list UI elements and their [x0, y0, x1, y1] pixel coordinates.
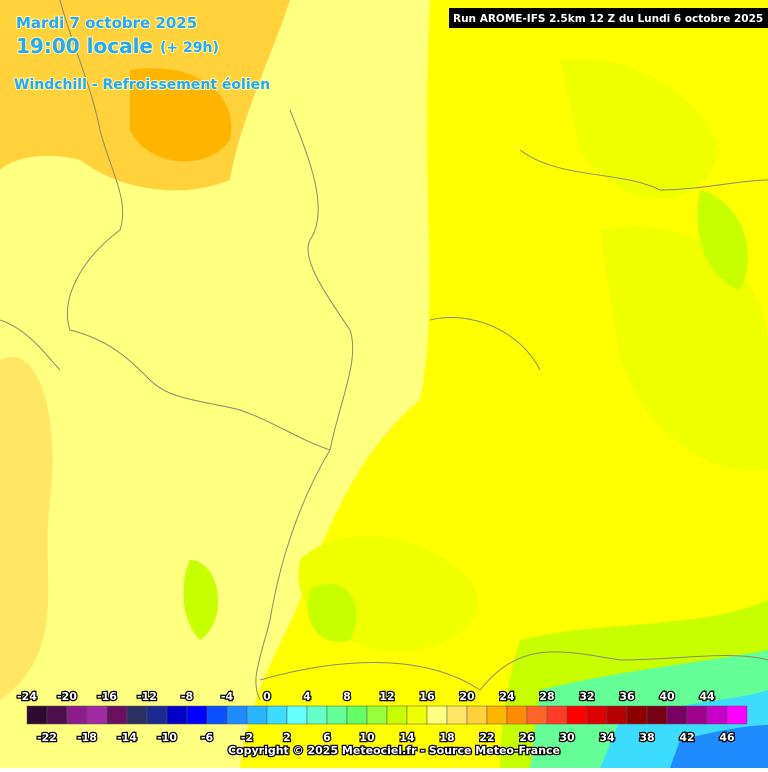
- scale-box: [386, 705, 408, 725]
- scale-label: 26: [519, 731, 535, 744]
- scale-label: 18: [439, 731, 454, 744]
- scale-box: [106, 705, 128, 725]
- scale-box: [546, 705, 568, 725]
- parameter: Windchill - Refroissement éolien: [14, 77, 270, 93]
- scale-label: -22: [37, 731, 57, 744]
- scale-label: -10: [157, 731, 177, 744]
- scale-label: 30: [559, 731, 575, 744]
- scale-label: -14: [117, 731, 137, 744]
- scale-label: -18: [77, 731, 97, 744]
- local-time: 19:00 locale: [16, 34, 153, 58]
- scale-label: -4: [221, 690, 234, 703]
- scale-label: -16: [97, 690, 117, 703]
- scale-label: -12: [137, 690, 157, 703]
- scale-label: -8: [181, 690, 193, 703]
- scale-box: [506, 705, 528, 725]
- scale-label: -2: [241, 731, 253, 744]
- scale-box: [526, 705, 548, 725]
- borders: [0, 0, 768, 701]
- scale-label: -6: [201, 731, 214, 744]
- scale-box: [446, 705, 468, 725]
- scale-label: 46: [719, 731, 735, 744]
- scale-box: [186, 705, 208, 725]
- scale-box: [466, 705, 488, 725]
- scale-box: [726, 705, 748, 725]
- scale-label: 22: [479, 731, 494, 744]
- scale-label: 4: [303, 690, 311, 703]
- scale-label: 16: [419, 690, 435, 703]
- copyright: Copyright © 2025 Meteociel.fr - Source M…: [228, 744, 560, 757]
- scale-box: [706, 705, 728, 725]
- scale-box: [126, 705, 148, 725]
- scale-box: [286, 705, 308, 725]
- scale-box: [426, 705, 448, 725]
- scale-box: [366, 705, 388, 725]
- scale-label: 36: [619, 690, 635, 703]
- scale-box: [26, 705, 48, 725]
- scale-box: [226, 705, 248, 725]
- scale-box: [306, 705, 328, 725]
- scale-label: 32: [579, 690, 594, 703]
- scale-box: [586, 705, 608, 725]
- scale-box: [46, 705, 68, 725]
- run-banner: [449, 8, 768, 28]
- scale-box: [406, 705, 428, 725]
- scale-label: 0: [263, 690, 271, 703]
- scale-box: [686, 705, 708, 725]
- scale-label: 40: [659, 690, 675, 703]
- scale-box: [86, 705, 108, 725]
- scale-label: 42: [679, 731, 694, 744]
- scale-box: [246, 705, 268, 725]
- scale-label: 38: [639, 731, 654, 744]
- scale-box: [346, 705, 368, 725]
- scale-label: 24: [499, 690, 515, 703]
- scale-label: 14: [399, 731, 415, 744]
- color-scale: -24-22-20-18-16-14-12-10-8-6-4-202468101…: [16, 689, 748, 745]
- run-info: Run AROME-IFS 2.5km 12 Z du Lundi 6 octo…: [453, 13, 763, 25]
- header: Mardi 7 octobre 2025 19:00 locale (+ 29h…: [13, 8, 768, 94]
- scale-box: [606, 705, 628, 725]
- scale-label: -20: [57, 690, 77, 703]
- forecast-offset: (+ 29h): [160, 40, 219, 56]
- scale-label: 2: [283, 731, 291, 744]
- scale-box: [166, 705, 188, 725]
- scale-label: 28: [539, 690, 554, 703]
- scale-label: -24: [17, 690, 37, 703]
- scale-box: [566, 705, 588, 725]
- scale-box: [146, 705, 168, 725]
- scale-box: [206, 705, 228, 725]
- scale-box: [646, 705, 668, 725]
- scale-box: [326, 705, 348, 725]
- scale-box: [626, 705, 648, 725]
- date: Mardi 7 octobre 2025: [16, 14, 197, 32]
- scale-label: 34: [599, 731, 615, 744]
- scale-label: 6: [323, 731, 331, 744]
- scale-label: 8: [343, 690, 351, 703]
- scale-label: 10: [359, 731, 375, 744]
- scale-box: [486, 705, 508, 725]
- scale-box: [66, 705, 88, 725]
- scale-label: 20: [459, 690, 475, 703]
- scale-label: 12: [379, 690, 394, 703]
- scale-label: 44: [699, 690, 715, 703]
- scale-box: [666, 705, 688, 725]
- scale-box: [266, 705, 288, 725]
